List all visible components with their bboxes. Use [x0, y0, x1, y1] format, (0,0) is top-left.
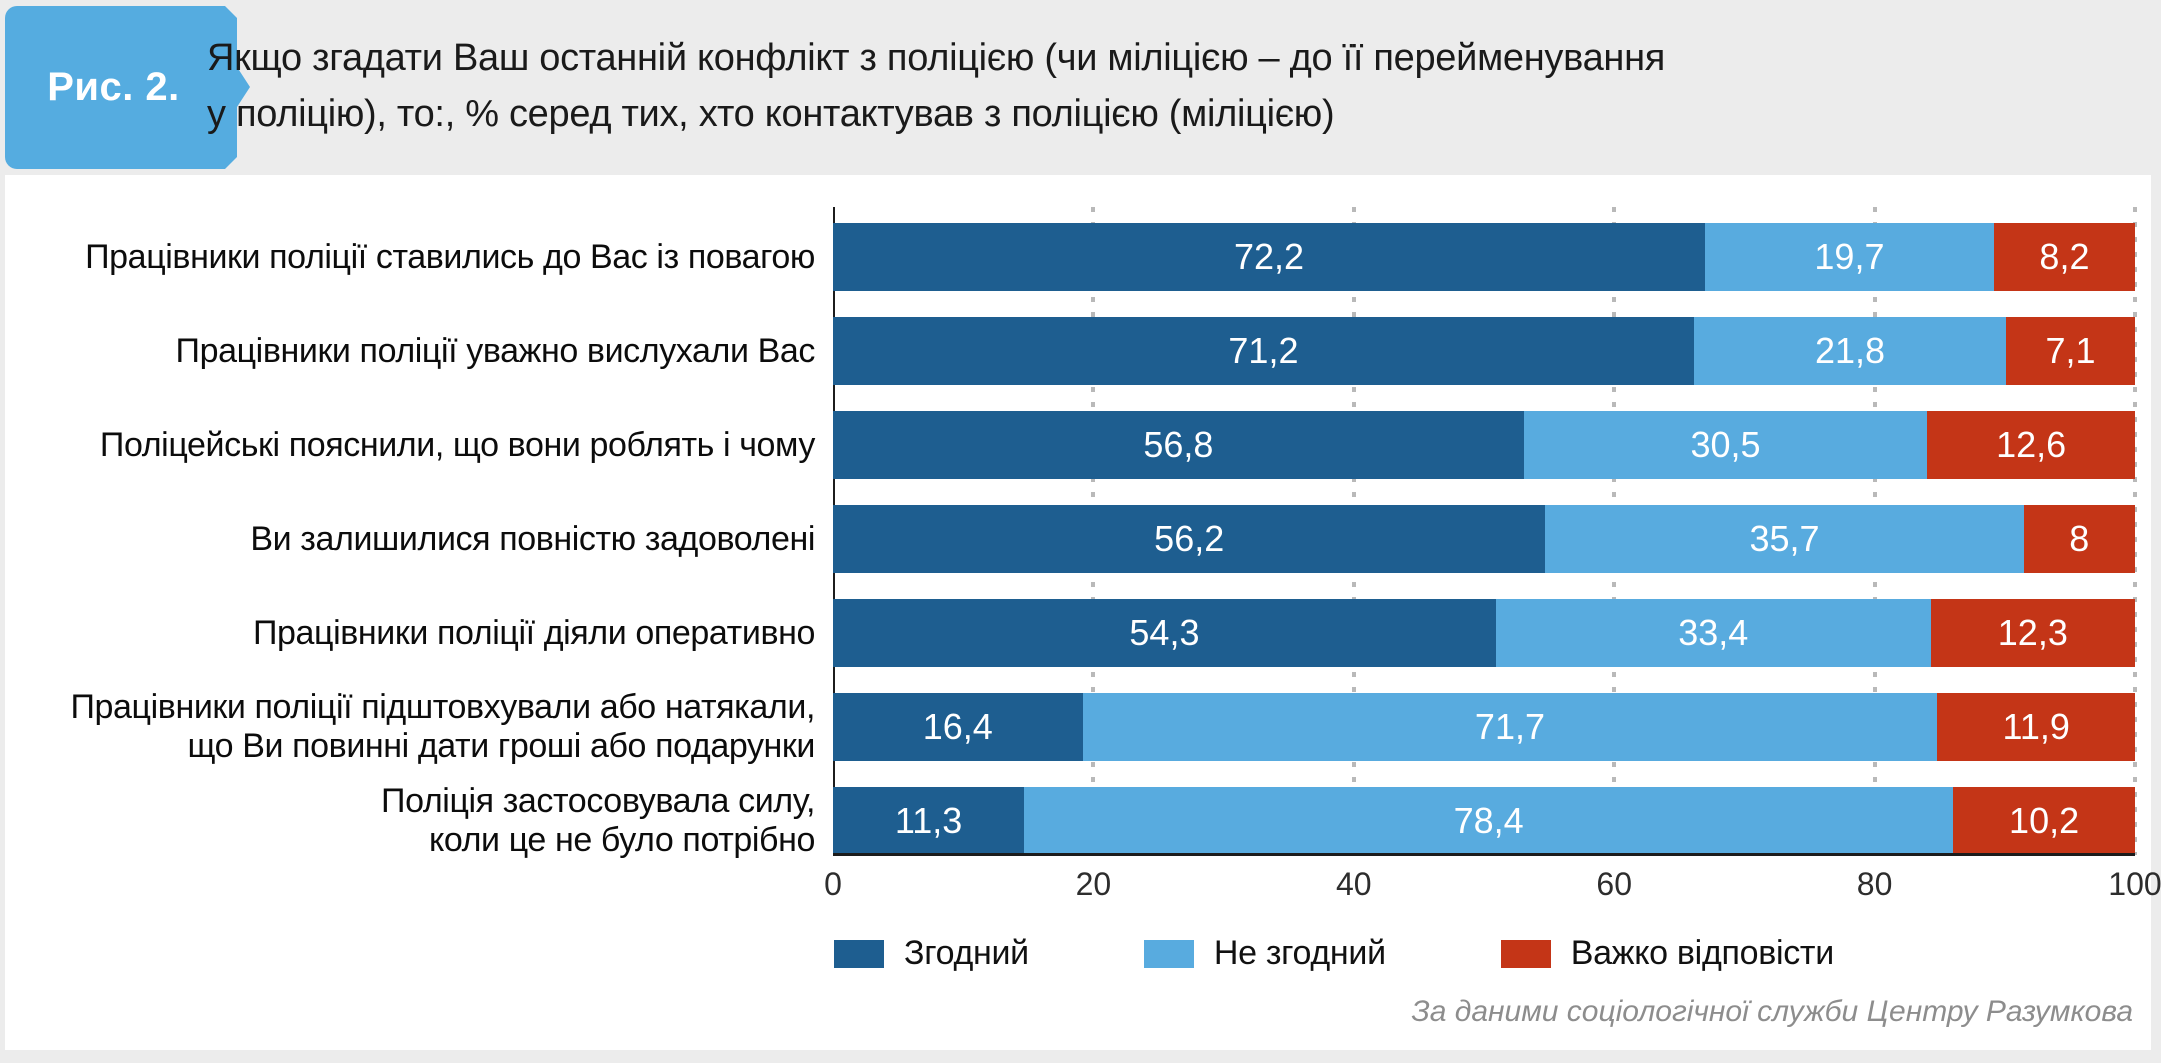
bar-value-label: 33,4: [1678, 612, 1749, 653]
bar-row: Поліція застосовувала силу, коли це не б…: [23, 782, 2135, 859]
bar-segment: 19,7: [1705, 223, 1994, 291]
bar-value-label: 56,8: [1143, 424, 1214, 465]
bar-segment: 56,8: [833, 411, 1524, 479]
bar-segment: 35,7: [1545, 505, 2024, 573]
bar-segment: 8,2: [1993, 223, 2136, 291]
bar-segment: 12,3: [1930, 599, 2135, 667]
header-band: [0, 0, 2161, 175]
category-label: Поліція застосовувала силу, коли це не б…: [381, 782, 815, 859]
bar-value-label: 10,2: [2009, 800, 2080, 841]
grid-line: [2133, 207, 2137, 855]
bar-value-label: 78,4: [1453, 800, 1524, 841]
bar-segment: 21,8: [1693, 317, 2007, 385]
chart-title: Якщо згадати Ваш останній конфлікт з пол…: [207, 37, 1666, 135]
bar-row: Працівники поліції уважно вислухали Вас 7…: [23, 317, 2135, 385]
legend-label: Важко відповісти: [1570, 934, 1834, 972]
bar-segment: 71,2: [833, 317, 1694, 385]
bar-value-label: 21,8: [1814, 330, 1886, 371]
bar-value-label: 30,5: [1690, 424, 1761, 465]
category-label: Працівники поліції ставились до Вас із п…: [85, 237, 815, 276]
page-edge-left: [0, 0, 5, 1063]
x-axis-tick-label: 20: [1075, 866, 1112, 902]
x-axis-tick-label: 100: [2108, 866, 2161, 902]
bar-value-label: 54,3: [1129, 612, 1200, 653]
bar-value-label: 72,2: [1233, 236, 1305, 277]
bar-value-label: 71,2: [1228, 330, 1299, 371]
category-label: Поліцейські пояснили, що вони роблять і …: [99, 425, 815, 464]
category-label: Ви залишилися повністю задоволені: [250, 519, 815, 558]
bar-segment: 72,2: [833, 223, 1705, 291]
page-edge-right: [2151, 0, 2161, 1063]
bar-value-label: 19,7: [1814, 236, 1885, 277]
bar-value-label: 11,3: [894, 800, 963, 841]
x-axis: 0 20 40 60 80 100: [824, 866, 2161, 906]
bar-segment: 8: [2023, 505, 2135, 573]
bar-segment: 10,2: [1953, 787, 2135, 855]
legend: Згодний Не згодний Важко відповісти: [834, 934, 1834, 973]
bar-value-label: 8,2: [2039, 236, 2090, 277]
bar-value-label: 71,7: [1474, 706, 1545, 747]
figure-badge-label: Рис. 2.: [47, 65, 180, 109]
bar-segment: 11,9: [1937, 693, 2135, 761]
bar-segment: 16,4: [833, 693, 1083, 761]
bar-value-label: 8: [2069, 518, 2090, 559]
figure-badge: Рис. 2.: [5, 6, 250, 169]
legend-label: Не згодний: [1213, 934, 1386, 972]
bar-segment: 7,1: [2006, 317, 2135, 385]
bar-value-label: 35,7: [1749, 518, 1820, 559]
bar-row: Працівники поліції підштовхували або нат…: [23, 688, 2135, 765]
legend-item: Не згодний: [1143, 934, 1386, 973]
bar-segment: 12,6: [1927, 411, 2136, 479]
x-axis-tick-label: 80: [1856, 866, 1893, 902]
category-label: Працівники поліції підштовхували або нат…: [70, 688, 816, 765]
legend-item: Важко відповісти: [1500, 934, 1834, 973]
bar-value-label: 11,9: [2002, 706, 2070, 747]
x-axis-tick-label: 40: [1336, 866, 1372, 902]
bar-row: Працівники поліції діяли оперативно 54,3 3…: [23, 599, 2135, 667]
category-label: Працівники поліції уважно вислухали Вас: [175, 331, 816, 370]
legend-item: Згодний: [834, 934, 1029, 973]
bar-segment: 71,7: [1082, 693, 1938, 761]
bar-stack: 56,8 30,5 12,6: [833, 411, 2136, 479]
legend-swatch: [834, 939, 884, 968]
bar-value-label: 7,1: [2045, 330, 2096, 371]
page-edge-bottom: [0, 1050, 2161, 1063]
x-axis-tick-label: 60: [1596, 866, 1632, 902]
bar-value-label: 56,2: [1154, 518, 1225, 559]
legend-swatch: [1143, 939, 1194, 968]
bar-row: Поліцейські пояснили, що вони роблять і …: [23, 411, 2136, 479]
x-axis-line: [833, 853, 2135, 856]
category-label: Працівники поліції діяли оперативно: [252, 613, 815, 652]
bar-stack: 56,2 35,7 8: [833, 505, 2135, 573]
bar-segment: 11,3: [833, 787, 1025, 855]
bar-segment: 78,4: [1024, 787, 1954, 855]
bar-segment: 56,2: [833, 505, 1546, 573]
legend-swatch: [1500, 939, 1551, 968]
bar-segment: 30,5: [1523, 411, 1928, 479]
bar-value-label: 12,6: [1996, 424, 2067, 465]
bar-value-label: 16,4: [922, 706, 993, 747]
x-axis-tick-label: 0: [824, 866, 842, 902]
bar-stack: 16,4 71,7 11,9: [833, 693, 2135, 761]
source-note: За даними соціологічної служби Центру Ра…: [1411, 995, 2133, 1028]
chart-rows: Працівники поліції ставились до Вас із п…: [23, 223, 2136, 881]
legend-label: Згодний: [904, 934, 1029, 972]
bar-stack: 11,3 78,4 10,2: [833, 787, 2135, 855]
bar-stack: 54,3 33,4 12,3: [833, 599, 2135, 667]
bar-segment: 33,4: [1495, 599, 1931, 667]
bar-stack: 72,2 19,7 8,2: [833, 223, 2136, 291]
bar-value-label: 12,3: [1997, 612, 2068, 653]
bar-row: Працівники поліції ставились до Вас із п…: [23, 223, 2136, 291]
bar-segment: 54,3: [833, 599, 1496, 667]
bar-stack: 71,2 21,8 7,1: [833, 317, 2135, 385]
bar-row: Ви залишилися повністю задоволені 56,2 35,…: [23, 505, 2135, 573]
